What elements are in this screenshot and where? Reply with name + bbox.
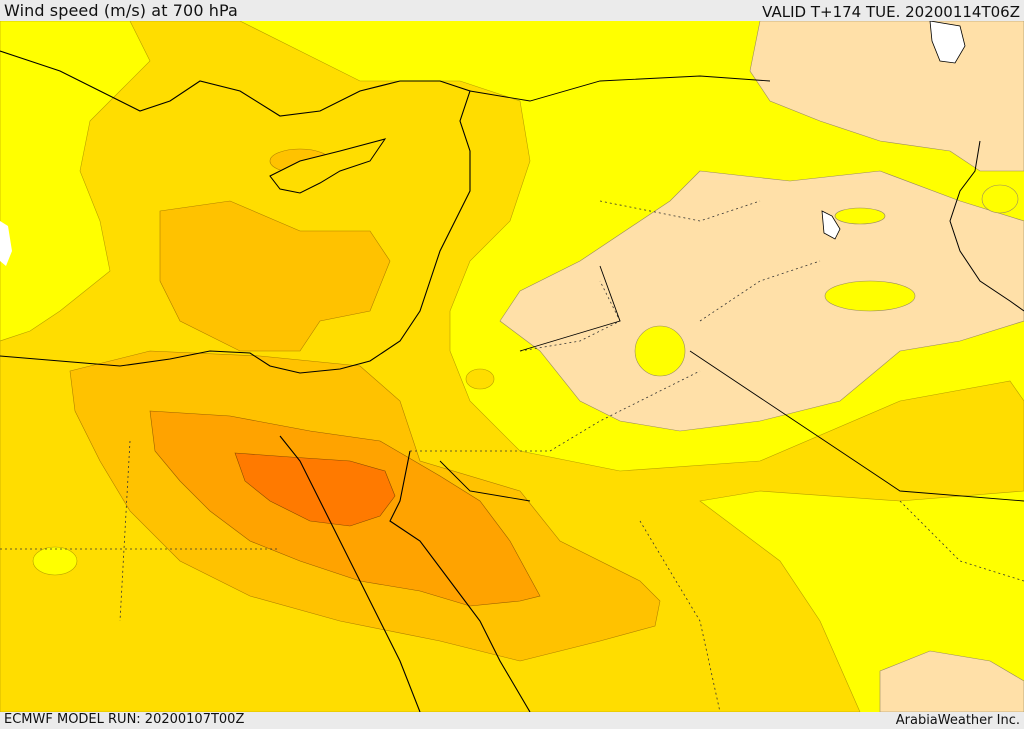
wind-patch <box>834 207 886 225</box>
border-line <box>0 200 1024 712</box>
valid-time: VALID T+174 TUE. 20200114T06Z <box>762 3 1020 21</box>
wind-field-low-west <box>0 21 151 342</box>
wind-field-fresh-2 <box>159 200 391 352</box>
wind-field-white <box>0 221 12 266</box>
wind-field-strongest <box>234 452 396 527</box>
coastline-cyprus <box>269 138 387 194</box>
wind-speed-map <box>0 21 1024 712</box>
lake <box>821 210 841 240</box>
credit: ArabiaWeather Inc. <box>895 713 1020 728</box>
wind-patch <box>824 280 916 312</box>
coastline-red-sea <box>279 435 531 712</box>
wind-patch <box>465 368 495 390</box>
caspian-lake <box>929 21 966 64</box>
calm-zone-arabia <box>499 170 1024 432</box>
calm-zone-southeast <box>879 650 1024 712</box>
wind-patch <box>981 184 1019 214</box>
border-line <box>439 75 1024 502</box>
wind-patch <box>32 546 78 576</box>
map-title: Wind speed (m/s) at 700 hPa <box>4 1 238 20</box>
header-bar: Wind speed (m/s) at 700 hPa VALID T+174 … <box>0 0 1024 21</box>
footer-bar: ECMWF MODEL RUN: 20200107T00Z ArabiaWeat… <box>0 712 1024 729</box>
coastline-mediterranean <box>0 50 471 374</box>
coastline-gulf <box>949 140 1024 312</box>
model-run: ECMWF MODEL RUN: 20200107T00Z <box>4 712 245 727</box>
wind-patch <box>634 325 686 377</box>
